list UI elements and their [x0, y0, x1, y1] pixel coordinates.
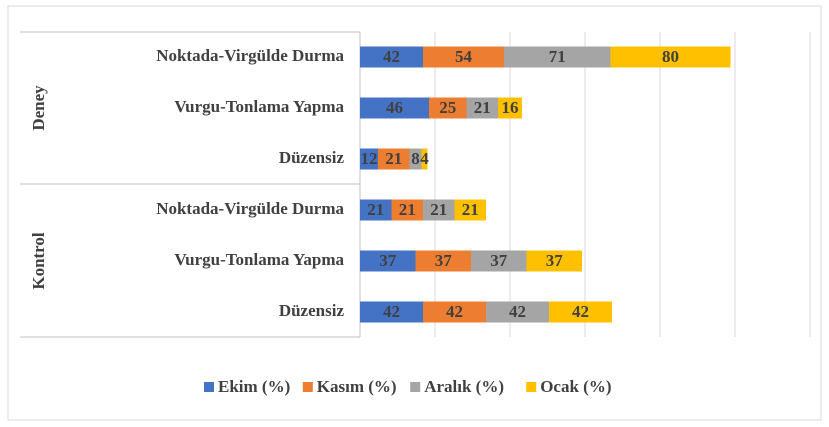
- data-label: 21: [367, 200, 384, 219]
- bar-segment: [409, 148, 422, 170]
- group-label: Deney: [29, 85, 48, 131]
- legend-swatch: [204, 382, 214, 392]
- group-label: Kontrol: [29, 232, 48, 290]
- data-label: 21: [399, 200, 416, 219]
- legend-swatch: [302, 382, 313, 392]
- category-label: Düzensiz: [279, 301, 345, 320]
- bar-segment: [360, 148, 378, 170]
- legend-label: Kasım (%): [317, 377, 397, 396]
- legend-label: Aralık (%): [424, 377, 504, 396]
- bar-segment: [360, 250, 416, 272]
- bar-segment: [360, 301, 423, 323]
- bar-segment: [421, 148, 428, 170]
- axes: [20, 31, 361, 338]
- data-label: 42: [383, 47, 400, 66]
- data-label: 42: [446, 302, 463, 321]
- bar-segment: [526, 250, 582, 272]
- data-label: 42: [572, 302, 589, 321]
- bar-segment: [415, 250, 471, 272]
- bar-segment: [466, 97, 498, 119]
- bar-segment: [504, 46, 611, 68]
- category-label: Noktada-Virgülde Durma: [156, 199, 344, 218]
- data-label: 37: [546, 251, 564, 270]
- bar-segment: [423, 199, 455, 221]
- data-label: 21: [474, 98, 491, 117]
- bar-segment: [454, 199, 486, 221]
- bar-segment: [610, 46, 731, 68]
- bar-segment: [360, 46, 423, 68]
- data-label: 21: [430, 200, 447, 219]
- category-label: Vurgu-Tonlama Yapma: [174, 250, 344, 269]
- data-label: 80: [662, 47, 679, 66]
- data-label: 37: [435, 251, 453, 270]
- bar-segment: [423, 301, 486, 323]
- data-label: 54: [455, 47, 473, 66]
- bar-segment: [429, 97, 467, 119]
- data-label: 4: [420, 149, 429, 168]
- bar-segment: [486, 301, 549, 323]
- category-label: Noktada-Virgülde Durma: [156, 46, 344, 65]
- bar-segment: [391, 199, 423, 221]
- data-label: 8: [411, 149, 420, 168]
- bar-segment: [360, 97, 429, 119]
- legend-label: Ekim (%): [218, 377, 290, 396]
- data-label: 16: [502, 98, 519, 117]
- legend-label: Ocak (%): [540, 377, 611, 396]
- data-label: 21: [462, 200, 479, 219]
- category-label: Düzensiz: [279, 148, 345, 167]
- data-label: 25: [439, 98, 456, 117]
- legend-swatch: [410, 382, 421, 392]
- bar-segment: [360, 199, 392, 221]
- bar-segment: [378, 148, 410, 170]
- bar-segment: [549, 301, 612, 323]
- data-label: 42: [509, 302, 526, 321]
- bar-segment: [498, 97, 522, 119]
- category-label: Vurgu-Tonlama Yapma: [174, 97, 344, 116]
- data-label: 37: [490, 251, 508, 270]
- data-label: 71: [549, 47, 566, 66]
- bar-segment: [471, 250, 527, 272]
- legend-swatch: [526, 382, 537, 392]
- bar-segment: [423, 46, 504, 68]
- data-label: 42: [383, 302, 400, 321]
- data-label: 12: [361, 149, 378, 168]
- data-label: 46: [386, 98, 403, 117]
- data-label: 21: [385, 149, 402, 168]
- data-label: 37: [379, 251, 397, 270]
